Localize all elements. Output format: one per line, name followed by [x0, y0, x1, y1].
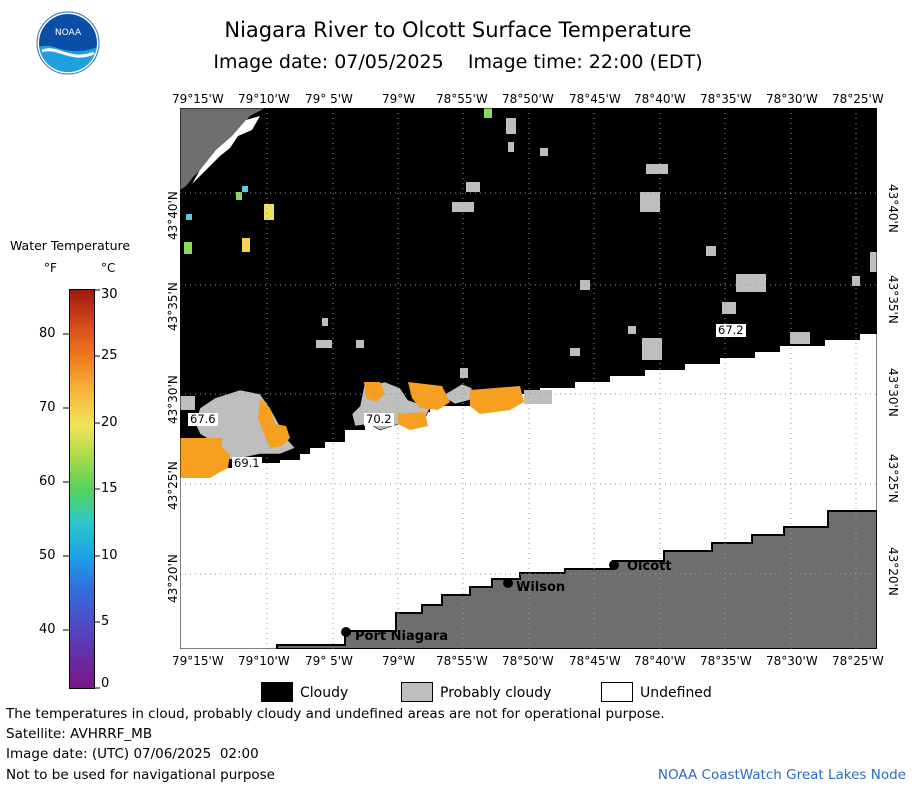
lon-label-bottom: 79°W — [382, 654, 416, 668]
legend-swatch-cloudy — [261, 682, 293, 702]
lon-label-top: 78°40'W — [634, 92, 686, 106]
lon-label-bottom: 78°50'W — [502, 654, 554, 668]
legend-swatch-undefined — [601, 682, 633, 702]
temperature-value-label: 67.2 — [716, 323, 746, 337]
footer-disclaimer: The temperatures in cloud, probably clou… — [6, 706, 665, 722]
colorbar-tick-f: 50 — [39, 548, 56, 563]
colorbar-tick-c: 25 — [101, 348, 118, 363]
lat-label-left: 43°30'N — [166, 375, 180, 424]
legend-label-probably-cloudy: Probably cloudy — [440, 685, 552, 701]
colorbar-tick-c: 5 — [101, 614, 110, 629]
lon-label-top: 78°55'W — [436, 92, 488, 106]
footer-navigation-note: Not to be used for navigational purpose — [6, 767, 275, 783]
lat-label-left: 43°20'N — [166, 554, 180, 603]
lon-label-top: 78°30'W — [766, 92, 818, 106]
olcott-marker — [609, 560, 619, 570]
temperature-value-label: 70.2 — [364, 412, 394, 426]
temperature-value-label: 67.6 — [188, 412, 218, 426]
colorbar-unit-c: °C — [101, 261, 116, 275]
lon-label-top: 79° 5'W — [305, 92, 353, 106]
legend-label-undefined: Undefined — [640, 685, 712, 701]
colorbar-unit-f: °F — [44, 261, 57, 275]
lon-label-bottom: 78°25'W — [832, 654, 884, 668]
place-label-port-niagara: Port Niagara — [355, 629, 448, 644]
page-title: Niagara River to Olcott Surface Temperat… — [224, 18, 692, 42]
lon-label-bottom: 78°55'W — [436, 654, 488, 668]
colorbar-title: Water Temperature — [10, 238, 131, 253]
noaa-logo-icon: NOAA — [36, 11, 100, 75]
lon-label-top: 79°W — [382, 92, 416, 106]
lat-label-left: 43°25'N — [166, 461, 180, 510]
lon-label-bottom: 78°40'W — [634, 654, 686, 668]
lat-label-right: 43°35'N — [886, 275, 900, 324]
lat-label-right: 43°40'N — [886, 184, 900, 233]
colorbar-tick-c: 15 — [101, 481, 118, 496]
lon-label-bottom: 79° 5'W — [305, 654, 353, 668]
lat-label-right: 43°20'N — [886, 547, 900, 596]
legend-label-cloudy: Cloudy — [300, 685, 349, 701]
colorbar-tick-f: 40 — [39, 622, 56, 637]
lat-label-left: 43°40'N — [166, 191, 180, 240]
place-label-wilson: Wilson — [516, 580, 566, 595]
legend-swatch-probably-cloudy — [401, 682, 433, 702]
colorbar-tick-f: 80 — [39, 326, 56, 341]
lon-label-bottom: 78°35'W — [700, 654, 752, 668]
lon-label-top: 79°15'W — [172, 92, 224, 106]
colorbar-tick-f: 70 — [39, 400, 56, 415]
lon-label-top: 78°35'W — [700, 92, 752, 106]
footer-satellite: Satellite: AVHRRF_MB — [6, 726, 153, 742]
lat-label-right: 43°25'N — [886, 454, 900, 503]
colorbar-tick-c: 0 — [101, 676, 110, 691]
lon-label-top: 79°10'W — [238, 92, 290, 106]
image-date-time: Image date: 07/05/2025 Image time: 22:00… — [213, 51, 703, 73]
wilson-marker — [503, 578, 513, 588]
lon-label-bottom: 79°10'W — [238, 654, 290, 668]
port-niagara-marker — [341, 627, 351, 637]
temperature-map — [180, 108, 877, 649]
colorbar-tick-f: 60 — [39, 474, 56, 489]
colorbar-tick-c: 20 — [101, 415, 118, 430]
lat-label-left: 43°35'N — [166, 282, 180, 331]
land-region — [276, 510, 877, 649]
lon-label-bottom: 78°30'W — [766, 654, 818, 668]
lon-label-top: 78°45'W — [569, 92, 621, 106]
footer-utc-date: Image date: (UTC) 07/06/2025 02:00 — [6, 746, 259, 762]
lat-label-right: 43°30'N — [886, 368, 900, 417]
place-label-olcott: Olcott — [627, 559, 672, 574]
lon-label-top: 78°25'W — [832, 92, 884, 106]
lon-label-bottom: 78°45'W — [569, 654, 621, 668]
lon-label-bottom: 79°15'W — [172, 654, 224, 668]
credit-link[interactable]: NOAA CoastWatch Great Lakes Node — [657, 767, 906, 783]
svg-text:NOAA: NOAA — [55, 28, 82, 38]
colorbar-ticks — [63, 289, 100, 689]
lon-label-top: 78°50'W — [502, 92, 554, 106]
temperature-value-label: 69.1 — [232, 456, 262, 470]
colorbar-tick-c: 10 — [101, 548, 118, 563]
colorbar-tick-c: 30 — [101, 287, 118, 302]
